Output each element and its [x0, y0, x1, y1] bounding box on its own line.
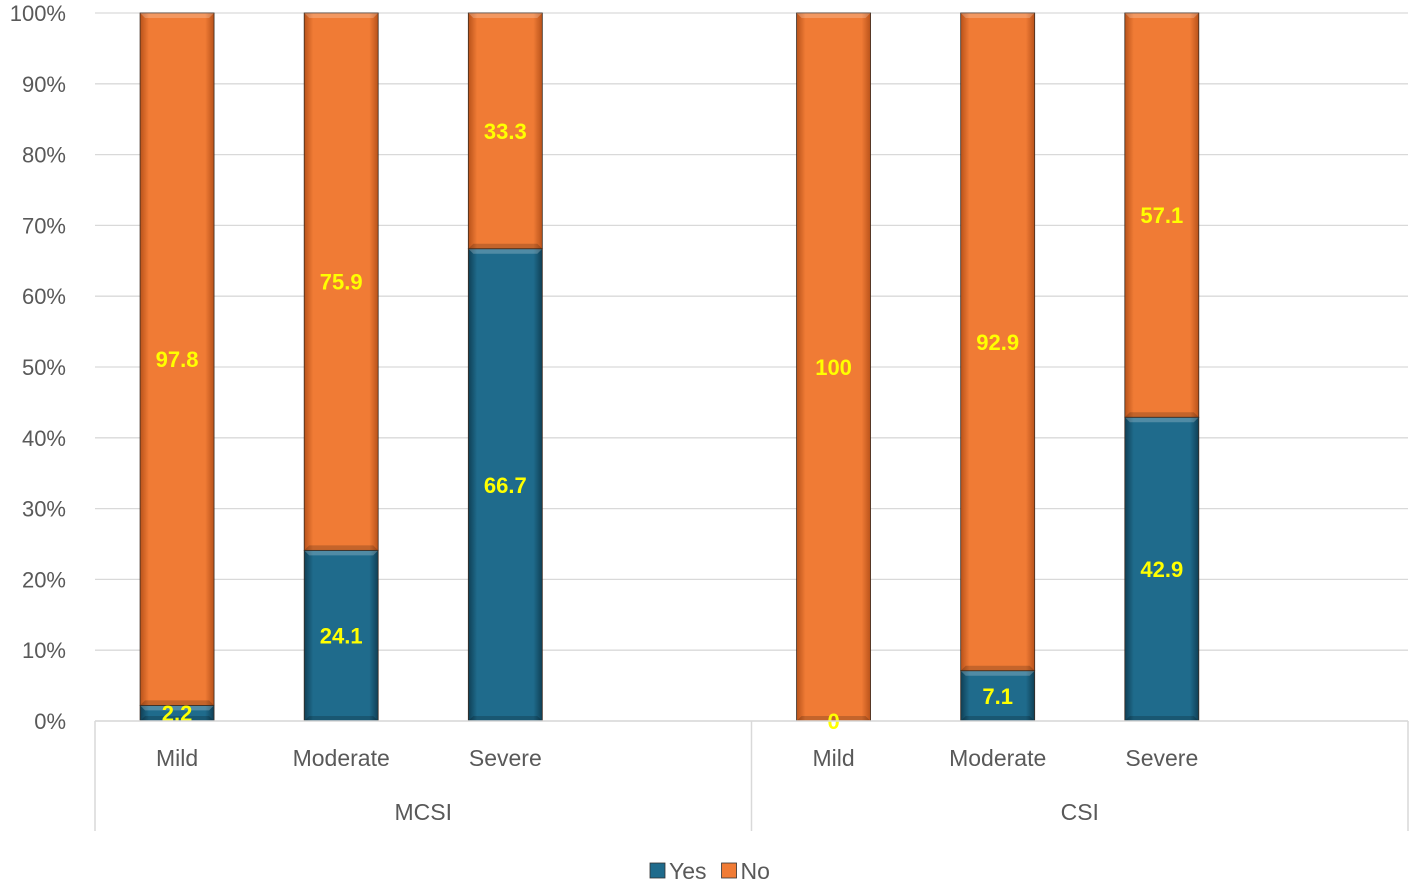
bars	[139, 12, 1200, 722]
y-tick-label: 70%	[22, 213, 66, 238]
bar-segment-no	[960, 12, 1036, 672]
legend: Yes No	[649, 858, 770, 883]
data-label-no: 97.8	[156, 347, 199, 372]
data-label-no: 33.3	[484, 119, 527, 144]
y-tick-label: 50%	[22, 355, 66, 380]
data-labels: 2.297.824.175.966.733.301007.192.942.957…	[156, 119, 1184, 734]
x-category-label: Mild	[156, 745, 198, 771]
data-label-no: 100	[815, 355, 852, 380]
y-tick-label: 60%	[22, 284, 66, 309]
data-label-no: 57.1	[1140, 203, 1183, 228]
bar-segment-no	[796, 12, 871, 722]
y-tick-label: 10%	[22, 638, 66, 663]
legend-label: No	[741, 858, 770, 883]
y-tick-label: 80%	[22, 143, 66, 168]
legend-swatch	[649, 862, 666, 879]
x-category-label: Moderate	[949, 745, 1046, 771]
x-group-label: MCSI	[395, 799, 453, 825]
bar-segment-yes	[467, 248, 543, 722]
data-label-no: 75.9	[320, 270, 363, 295]
y-tick-label: 90%	[22, 72, 66, 97]
y-tick-label: 30%	[22, 497, 66, 522]
y-tick-label: 40%	[22, 426, 66, 451]
data-label-yes: 66.7	[484, 473, 527, 498]
legend-item-no: No	[721, 858, 770, 883]
legend-item-yes: Yes	[649, 858, 707, 883]
bar-segment-no	[1124, 12, 1200, 418]
x-axis: Mild Moderate Severe Mild Moderate Severe MCSI…	[94, 720, 1409, 831]
bar-segment-no	[303, 12, 379, 551]
gridlines	[95, 12, 1408, 722]
data-label-yes: 2.2	[162, 701, 193, 726]
y-tick-label: 0%	[34, 709, 66, 734]
data-label-yes: 7.1	[982, 684, 1013, 709]
data-label-yes: 42.9	[1140, 557, 1183, 582]
bar-segment-yes	[960, 670, 1036, 722]
legend-label: Yes	[669, 858, 707, 883]
bar-segment-no	[139, 12, 215, 706]
x-category-label: Severe	[1125, 745, 1198, 771]
x-group-label: CSI	[1061, 799, 1099, 825]
x-category-label: Mild	[812, 745, 854, 771]
bar-segment-yes	[1124, 416, 1200, 722]
x-category-label: Severe	[469, 745, 542, 771]
legend-swatch	[721, 862, 737, 879]
y-tick-label: 20%	[22, 567, 66, 592]
y-axis-tick-labels: 0% 10% 20% 30% 40% 50% 60% 70% 80% 90% 100%	[10, 1, 66, 734]
y-tick-label: 100%	[10, 1, 66, 26]
data-label-yes: 24.1	[320, 624, 363, 649]
bar-segment-no	[467, 12, 543, 250]
data-label-no: 92.9	[976, 330, 1019, 355]
x-category-label: Moderate	[293, 745, 390, 771]
